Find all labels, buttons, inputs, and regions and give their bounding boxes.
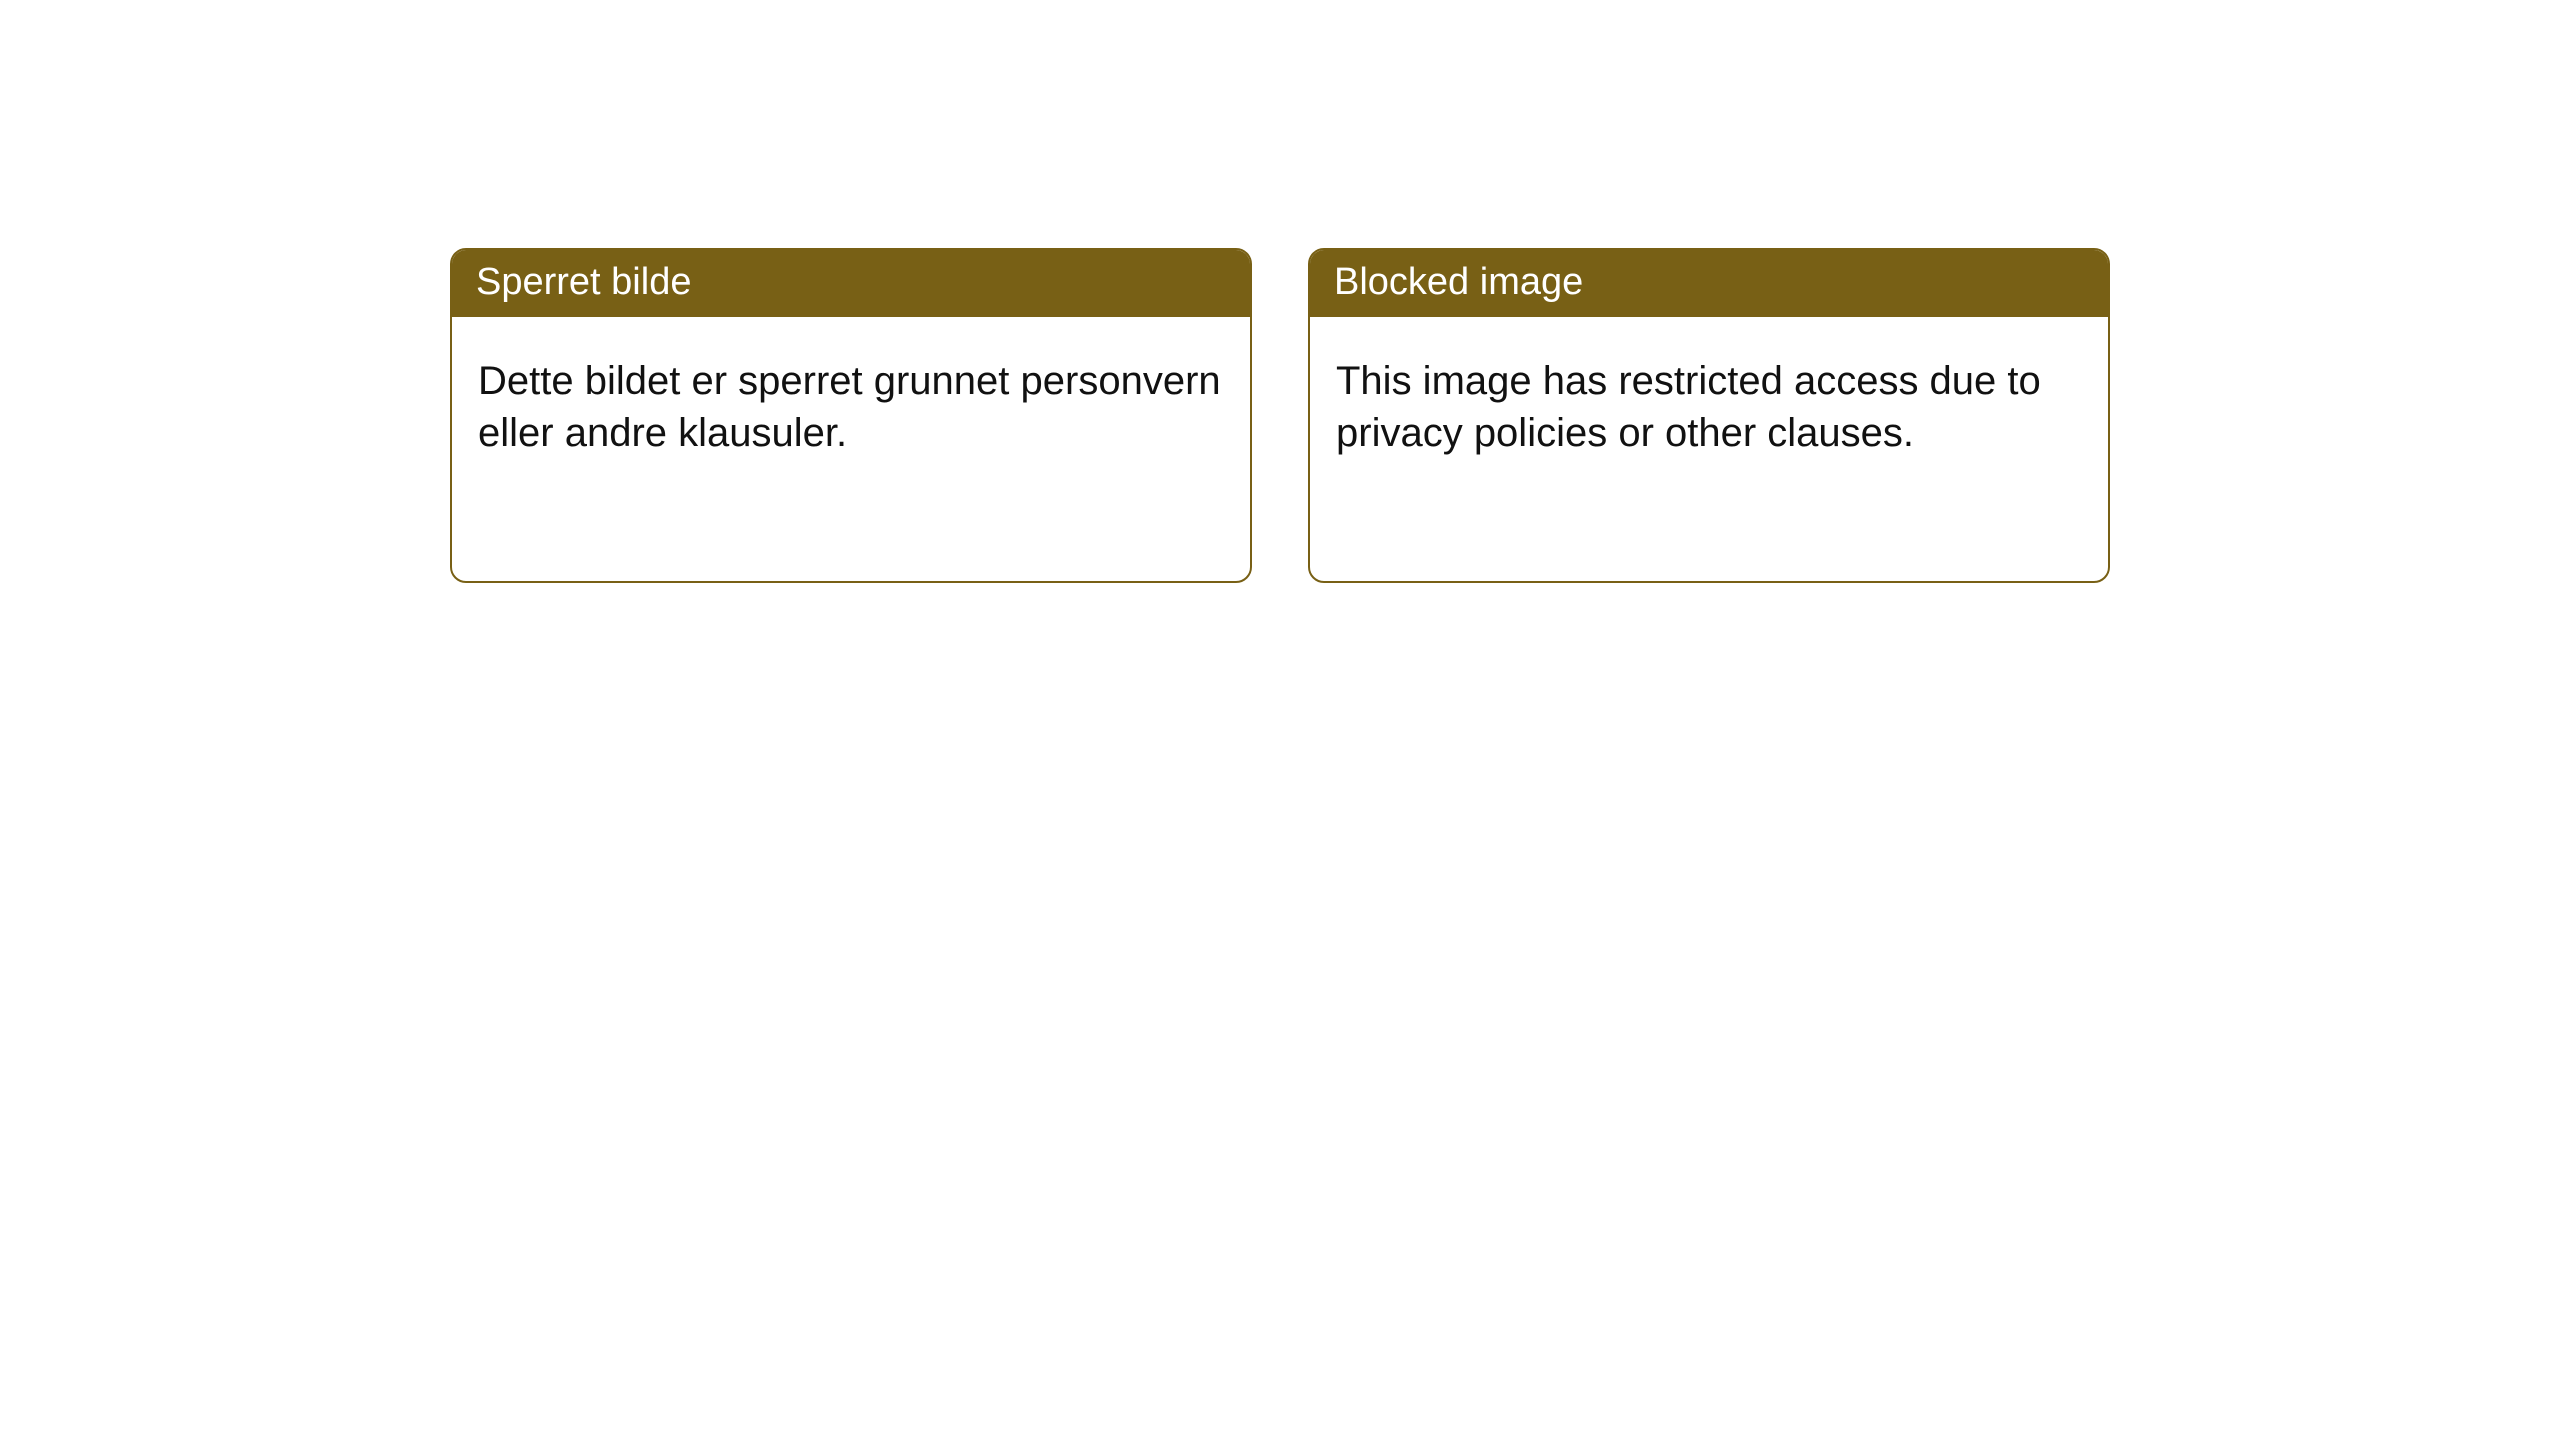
notice-body-en: This image has restricted access due to … — [1310, 317, 2108, 485]
notice-header-en: Blocked image — [1310, 250, 2108, 317]
notice-card-en: Blocked image This image has restricted … — [1308, 248, 2110, 583]
notice-card-no: Sperret bilde Dette bildet er sperret gr… — [450, 248, 1252, 583]
notice-container: Sperret bilde Dette bildet er sperret gr… — [0, 0, 2560, 583]
notice-body-no: Dette bildet er sperret grunnet personve… — [452, 317, 1250, 485]
notice-header-no: Sperret bilde — [452, 250, 1250, 317]
